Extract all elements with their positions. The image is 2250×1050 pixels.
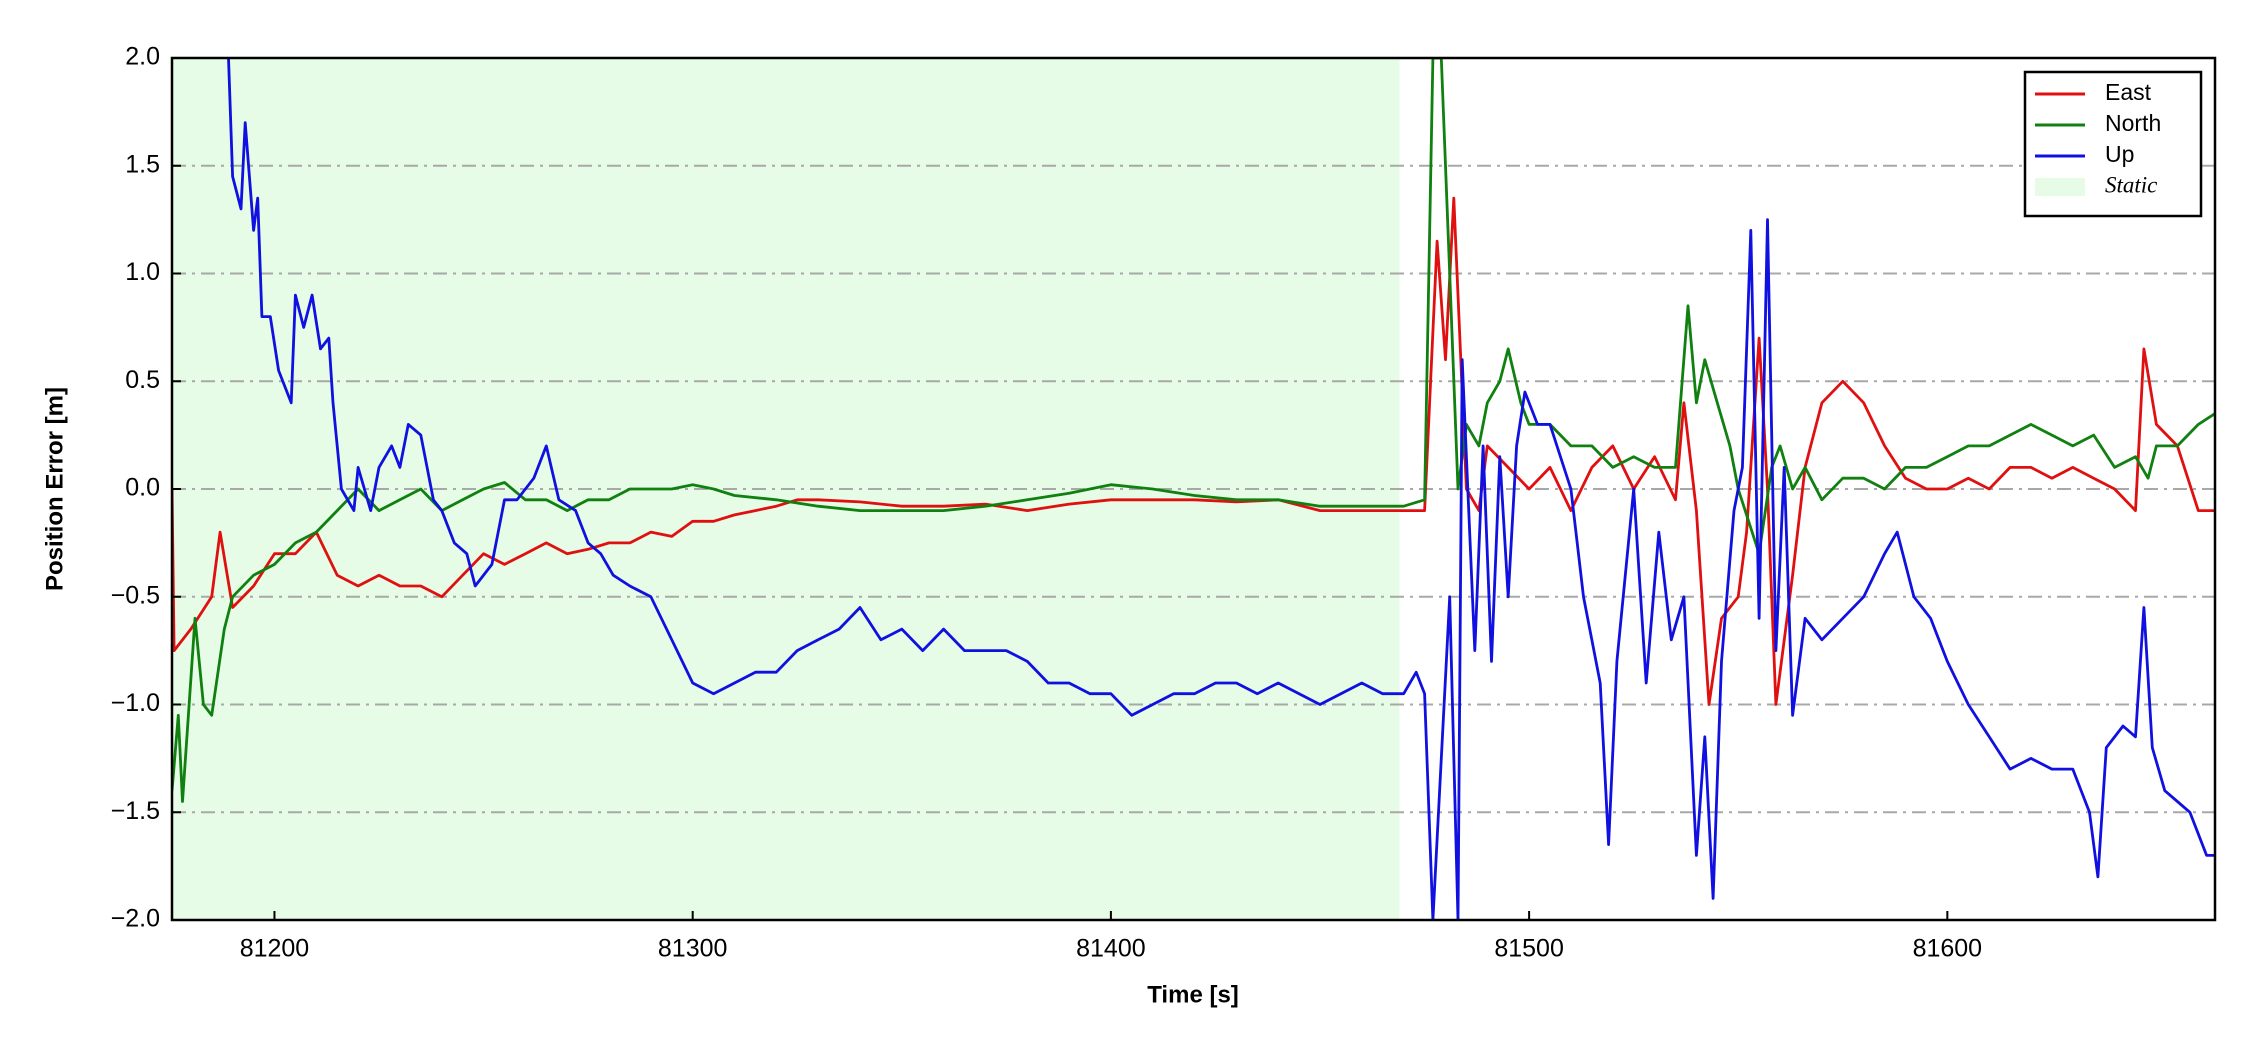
legend-label: Static xyxy=(2105,172,2157,197)
x-tick-label: 81300 xyxy=(658,935,728,963)
y-tick-label: −0.5 xyxy=(111,581,160,609)
x-tick-label: 81400 xyxy=(1076,935,1146,963)
y-tick-label: 1.0 xyxy=(125,258,160,286)
series-line xyxy=(172,58,2215,803)
legend-label: North xyxy=(2105,110,2161,136)
y-tick-label: −2.0 xyxy=(111,905,160,933)
x-tick-label: 81200 xyxy=(240,935,310,963)
series-line xyxy=(227,58,2215,920)
series-line xyxy=(172,196,2215,706)
legend-swatch xyxy=(2035,178,2085,196)
y-tick-label: 0.5 xyxy=(125,366,160,394)
y-tick-label: −1.0 xyxy=(111,689,160,717)
x-axis-label: Time [s] xyxy=(1147,981,1239,1008)
y-tick-label: 2.0 xyxy=(125,43,160,71)
x-tick-label: 81500 xyxy=(1494,935,1564,963)
y-tick-label: 1.5 xyxy=(125,150,160,178)
y-tick-label: 0.0 xyxy=(125,474,160,502)
x-tick-label: 81600 xyxy=(1913,935,1983,963)
y-axis-label: Position Error [m] xyxy=(41,387,68,591)
legend-label: East xyxy=(2105,79,2152,105)
legend-label: Up xyxy=(2105,141,2134,167)
y-tick-label: −1.5 xyxy=(111,797,160,825)
